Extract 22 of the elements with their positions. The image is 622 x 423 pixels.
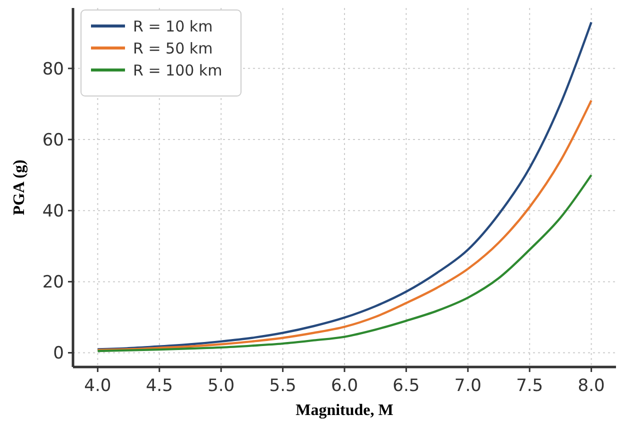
y-tick-label: 40 xyxy=(42,202,64,222)
legend-label: R = 50 km xyxy=(133,39,213,58)
x-tick-label: 4.5 xyxy=(146,376,173,396)
y-tick-label: 0 xyxy=(53,344,64,364)
y-axis-title: PGA (g) xyxy=(11,160,28,216)
line-series xyxy=(96,99,592,352)
y-tick-label: 20 xyxy=(42,272,64,293)
legend-label: R = 10 km xyxy=(133,17,213,36)
x-tick-label: 8.0 xyxy=(578,376,605,396)
x-tick-label: 6.0 xyxy=(330,376,358,396)
y-tick-label: 80 xyxy=(42,59,64,80)
x-tick-label: 5.5 xyxy=(269,376,296,396)
x-tick-label: 6.5 xyxy=(392,376,420,396)
line-series xyxy=(96,174,592,352)
x-tick-label: 7.0 xyxy=(454,376,482,396)
y-tick-label: 60 xyxy=(42,130,64,150)
x-tick-label: 7.5 xyxy=(516,376,544,396)
x-axis-title: Magnitude, M xyxy=(296,402,394,419)
legend-label: R = 100 km xyxy=(133,61,222,80)
line-series xyxy=(96,21,592,350)
x-tick-label: 4.0 xyxy=(84,376,112,396)
x-tick-label: 5.0 xyxy=(208,376,235,396)
